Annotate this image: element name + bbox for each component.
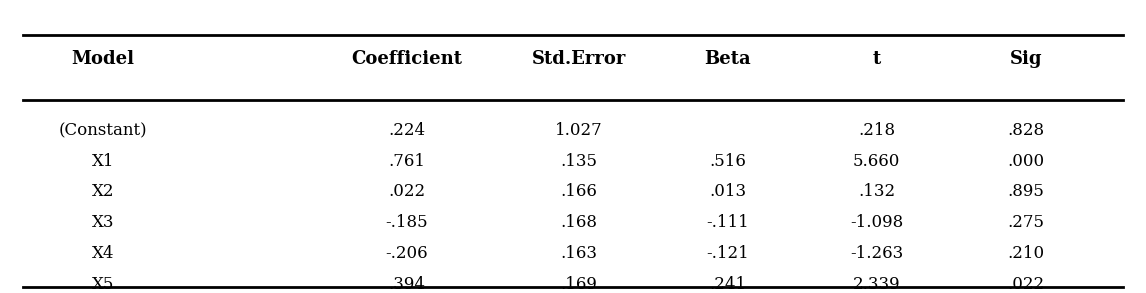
- Text: 1.027: 1.027: [555, 122, 603, 139]
- Text: .895: .895: [1007, 183, 1044, 200]
- Text: Coefficient: Coefficient: [352, 50, 462, 68]
- Text: 5.660: 5.660: [853, 153, 901, 170]
- Text: X2: X2: [92, 183, 115, 200]
- Text: -.185: -.185: [385, 214, 429, 231]
- Text: .000: .000: [1007, 153, 1044, 170]
- Text: .210: .210: [1007, 245, 1044, 262]
- Text: .218: .218: [858, 122, 895, 139]
- Text: X4: X4: [92, 245, 115, 262]
- Text: .275: .275: [1007, 214, 1044, 231]
- Text: X1: X1: [92, 153, 115, 170]
- Text: Model: Model: [72, 50, 134, 68]
- Text: X3: X3: [92, 214, 115, 231]
- Text: Sig: Sig: [1010, 50, 1042, 68]
- Text: Beta: Beta: [705, 50, 751, 68]
- Text: -.121: -.121: [706, 245, 749, 262]
- Text: X5: X5: [92, 276, 115, 293]
- Text: -1.098: -1.098: [850, 214, 903, 231]
- Text: .828: .828: [1007, 122, 1044, 139]
- Text: Std.Error: Std.Error: [532, 50, 626, 68]
- Text: .022: .022: [388, 183, 425, 200]
- Text: .022: .022: [1007, 276, 1044, 293]
- Text: .168: .168: [560, 214, 597, 231]
- Text: 2.339: 2.339: [853, 276, 901, 293]
- Text: .013: .013: [709, 183, 746, 200]
- Text: -1.263: -1.263: [850, 245, 903, 262]
- Text: .169: .169: [560, 276, 597, 293]
- Text: .241: .241: [709, 276, 746, 293]
- Text: .761: .761: [388, 153, 425, 170]
- Text: -.206: -.206: [385, 245, 429, 262]
- Text: t: t: [872, 50, 881, 68]
- Text: .224: .224: [388, 122, 425, 139]
- Text: .516: .516: [709, 153, 746, 170]
- Text: .166: .166: [560, 183, 597, 200]
- Text: -.111: -.111: [706, 214, 749, 231]
- Text: .135: .135: [560, 153, 597, 170]
- Text: .163: .163: [560, 245, 597, 262]
- Text: .132: .132: [858, 183, 895, 200]
- Text: .394: .394: [388, 276, 425, 293]
- Text: (Constant): (Constant): [58, 122, 148, 139]
